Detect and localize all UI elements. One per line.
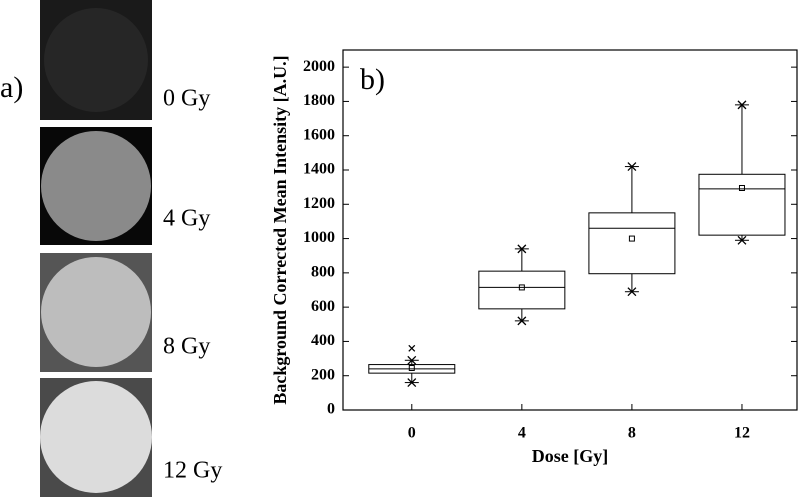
y-tick-label: 2000: [303, 58, 335, 75]
x-tick-label: 4: [518, 425, 526, 442]
mean-marker: [518, 284, 525, 291]
mean-marker: [408, 365, 415, 371]
dose-label: 0 Gy: [163, 86, 210, 112]
dose-label: 4 Gy: [163, 206, 210, 232]
y-tick-label: 1000: [303, 229, 335, 246]
x-tick-label: 0: [408, 425, 416, 442]
panel-label: b): [360, 63, 385, 96]
y-tick-label: 1600: [303, 126, 335, 143]
image-12: [40, 378, 152, 497]
y-axis-label: Background Corrected Mean Intensity [A.U…: [270, 55, 290, 404]
box: [698, 173, 786, 236]
outlier: [408, 344, 416, 352]
mean-marker: [738, 185, 745, 191]
whisker-end-marker: [627, 162, 637, 172]
y-tick-label: 1400: [303, 161, 335, 178]
whisker-end-marker: [627, 287, 637, 297]
y-tick-label: 600: [311, 298, 335, 315]
whisker-end-marker: [737, 100, 747, 110]
y-tick-label: 400: [311, 332, 335, 349]
dose-label: 8 Gy: [163, 334, 210, 360]
image-8: [40, 253, 152, 372]
y-tick-label: 1200: [303, 195, 335, 212]
box: [588, 212, 676, 275]
mean-marker: [628, 235, 635, 242]
plot-frame: [342, 49, 798, 411]
whisker-end-marker: [737, 235, 747, 245]
x-axis-label: Dose [Gy]: [532, 446, 608, 466]
x-tick-label: 12: [734, 425, 750, 442]
y-tick-label: 800: [311, 264, 335, 281]
x-tick-label: 8: [628, 425, 636, 442]
whisker-end-marker: [407, 355, 417, 365]
panel-label: a): [0, 71, 23, 104]
image-0: [40, 0, 152, 120]
y-tick-label: 1800: [303, 92, 335, 109]
y-tick-label: 0: [327, 401, 335, 418]
whisker-end-marker: [517, 244, 527, 254]
image-4: [40, 127, 152, 245]
y-tick-label: 200: [311, 366, 335, 383]
whisker-end-marker: [407, 378, 417, 388]
whisker-end-marker: [517, 316, 527, 326]
dose-label: 12 Gy: [163, 458, 222, 484]
